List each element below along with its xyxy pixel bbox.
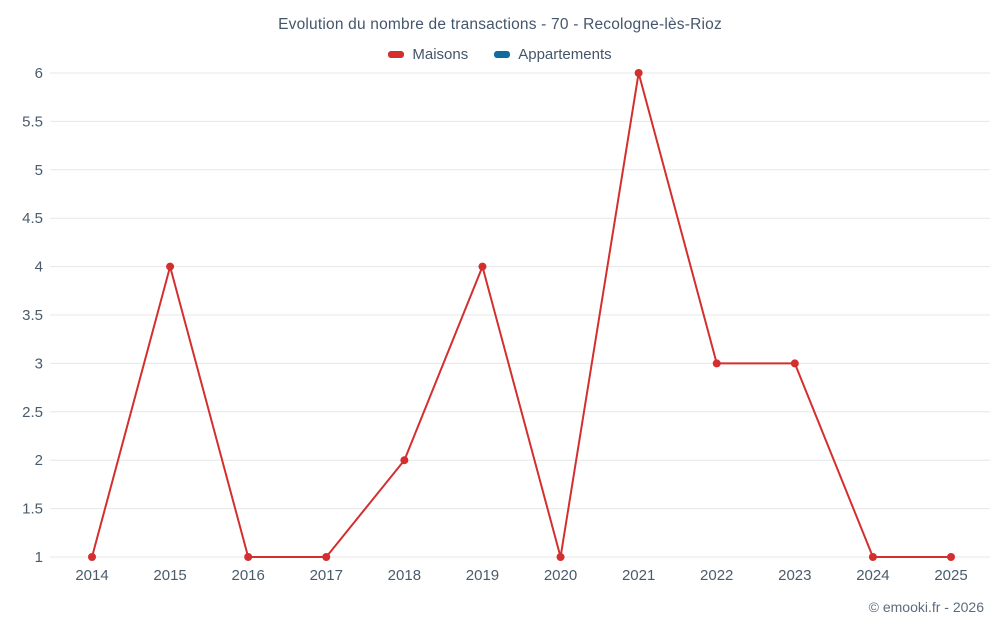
y-tick-label: 4.5 (22, 210, 43, 227)
legend-item-maisons[interactable]: Maisons (388, 46, 468, 63)
legend-swatch-maisons (388, 51, 405, 58)
y-tick-label: 2.5 (22, 404, 43, 421)
x-tick-label: 2020 (544, 567, 577, 584)
copyright-text: © emooki.fr - 2026 (868, 599, 984, 615)
x-tick-label: 2014 (75, 567, 108, 584)
data-point-maisons[interactable] (556, 553, 565, 561)
data-point-maisons[interactable] (88, 553, 96, 561)
data-point-maisons[interactable] (322, 553, 331, 561)
data-point-maisons[interactable] (478, 262, 487, 271)
data-point-maisons[interactable] (244, 553, 253, 561)
data-point-maisons[interactable] (790, 359, 799, 368)
legend-item-appartements[interactable]: Appartements (494, 46, 612, 63)
x-tick-label: 2017 (310, 567, 343, 584)
x-tick-label: 2021 (622, 567, 655, 584)
data-point-maisons[interactable] (634, 69, 643, 77)
data-point-maisons[interactable] (868, 553, 877, 561)
x-tick-label: 2015 (153, 567, 186, 584)
y-tick-label: 1 (35, 549, 43, 566)
y-tick-label: 4 (35, 259, 43, 276)
series-line-maisons (91, 72, 951, 558)
y-tick-label: 3.5 (22, 307, 43, 324)
chart-legend: Maisons Appartements (0, 46, 1000, 63)
y-tick-label: 6 (35, 65, 43, 82)
y-tick-label: 2 (35, 452, 43, 469)
data-point-maisons[interactable] (712, 359, 721, 368)
x-tick-label: 2018 (388, 567, 421, 584)
legend-swatch-appartements (494, 51, 511, 58)
legend-label-appartements: Appartements (518, 46, 612, 63)
y-tick-label: 1.5 (22, 501, 43, 518)
y-tick-label: 5.5 (22, 113, 43, 130)
data-point-maisons[interactable] (947, 553, 955, 561)
data-point-maisons[interactable] (400, 456, 409, 465)
data-point-maisons[interactable] (166, 262, 175, 271)
y-tick-label: 5 (35, 162, 43, 179)
x-tick-label: 2022 (700, 567, 733, 584)
y-tick-label: 3 (35, 355, 43, 372)
x-tick-label: 2016 (231, 567, 264, 584)
legend-label-maisons: Maisons (412, 46, 469, 63)
x-tick-label: 2019 (466, 567, 499, 584)
x-tick-label: 2023 (778, 567, 811, 584)
x-tick-label: 2025 (934, 567, 967, 584)
x-tick-label: 2024 (856, 567, 889, 584)
chart-title: Evolution du nombre de transactions - 70… (278, 16, 722, 33)
